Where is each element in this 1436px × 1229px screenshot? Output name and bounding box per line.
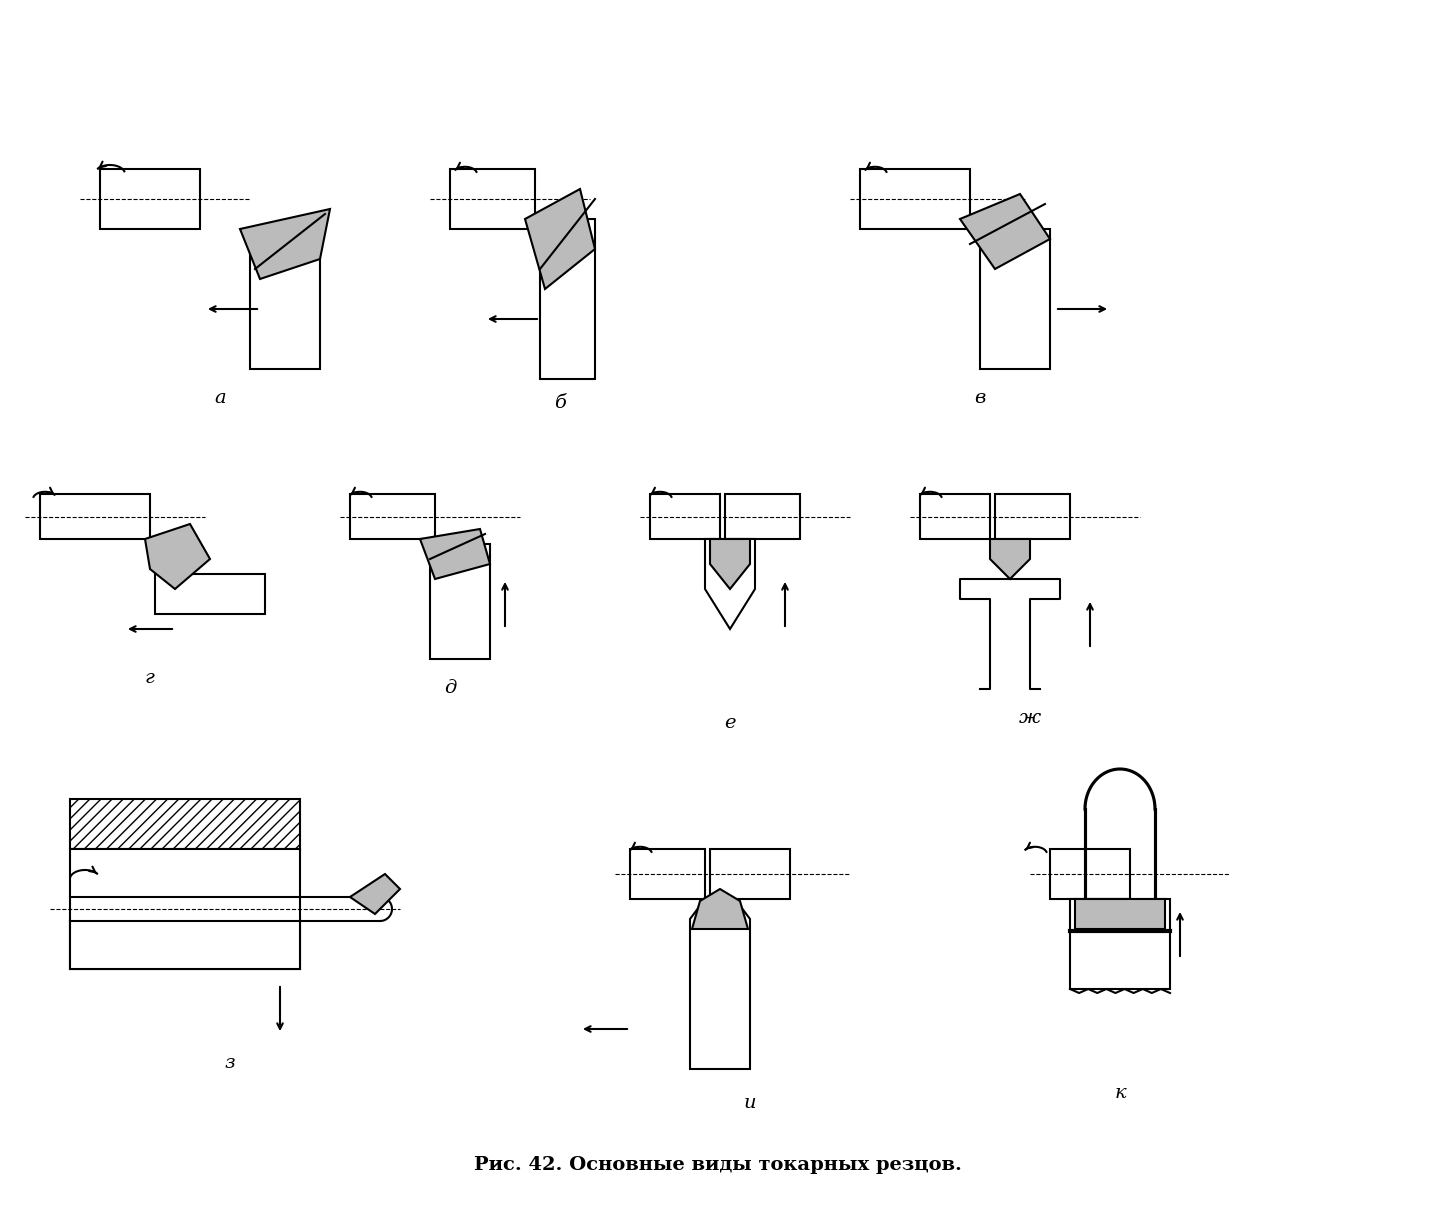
Bar [995,494,1070,540]
Text: в: в [974,390,985,407]
Bar [651,494,719,540]
Text: а: а [214,390,225,407]
Polygon shape [691,898,750,1069]
Bar [70,799,300,849]
Bar [630,849,705,898]
Bar [350,494,435,540]
Bar [709,849,790,898]
Bar [155,574,266,614]
Bar [40,494,149,540]
Bar [860,170,969,229]
Text: Рис. 42. Основные виды токарных резцов.: Рис. 42. Основные виды токарных резцов. [474,1156,962,1174]
Text: ж: ж [1020,709,1041,728]
Bar [1070,898,1170,989]
Bar [540,219,595,379]
Bar [250,238,320,369]
Polygon shape [419,528,490,579]
Polygon shape [1076,898,1165,929]
Text: е: е [724,714,735,732]
Bar [1050,849,1130,898]
Text: д: д [444,678,457,697]
Polygon shape [145,524,210,589]
Polygon shape [240,209,330,279]
Text: б: б [554,395,566,412]
Polygon shape [709,540,750,589]
Bar [70,919,300,968]
Text: и: и [744,1094,757,1112]
Polygon shape [989,540,1030,579]
Polygon shape [526,189,595,289]
Text: г: г [145,669,155,687]
Bar [101,170,200,229]
Bar [449,170,536,229]
Polygon shape [705,540,755,629]
Polygon shape [692,889,748,929]
Bar [979,229,1050,369]
Polygon shape [961,194,1050,269]
Bar [70,849,300,968]
Bar [920,494,989,540]
Text: к: к [1114,1084,1126,1102]
Bar [725,494,800,540]
Bar [429,544,490,659]
Polygon shape [350,874,401,914]
Text: з: з [224,1054,236,1072]
